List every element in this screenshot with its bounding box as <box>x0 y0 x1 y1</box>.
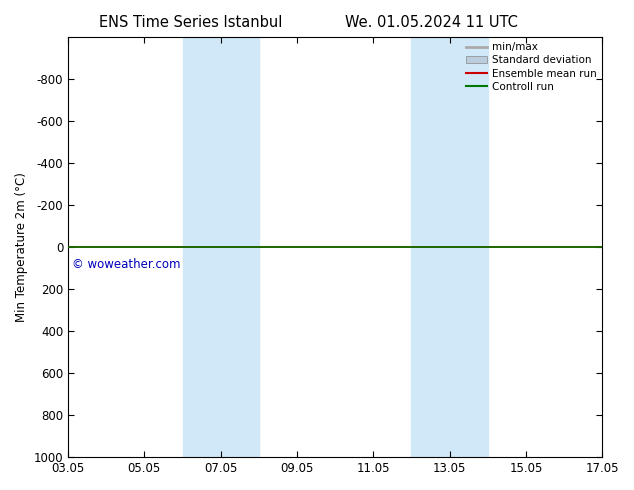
Bar <box>183 37 259 457</box>
Legend: min/max, Standard deviation, Ensemble mean run, Controll run: min/max, Standard deviation, Ensemble me… <box>466 42 597 92</box>
Y-axis label: Min Temperature 2m (°C): Min Temperature 2m (°C) <box>15 172 28 322</box>
Text: © woweather.com: © woweather.com <box>72 258 180 270</box>
Text: ENS Time Series Istanbul: ENS Time Series Istanbul <box>98 15 282 30</box>
Text: We. 01.05.2024 11 UTC: We. 01.05.2024 11 UTC <box>345 15 517 30</box>
Bar <box>411 37 488 457</box>
